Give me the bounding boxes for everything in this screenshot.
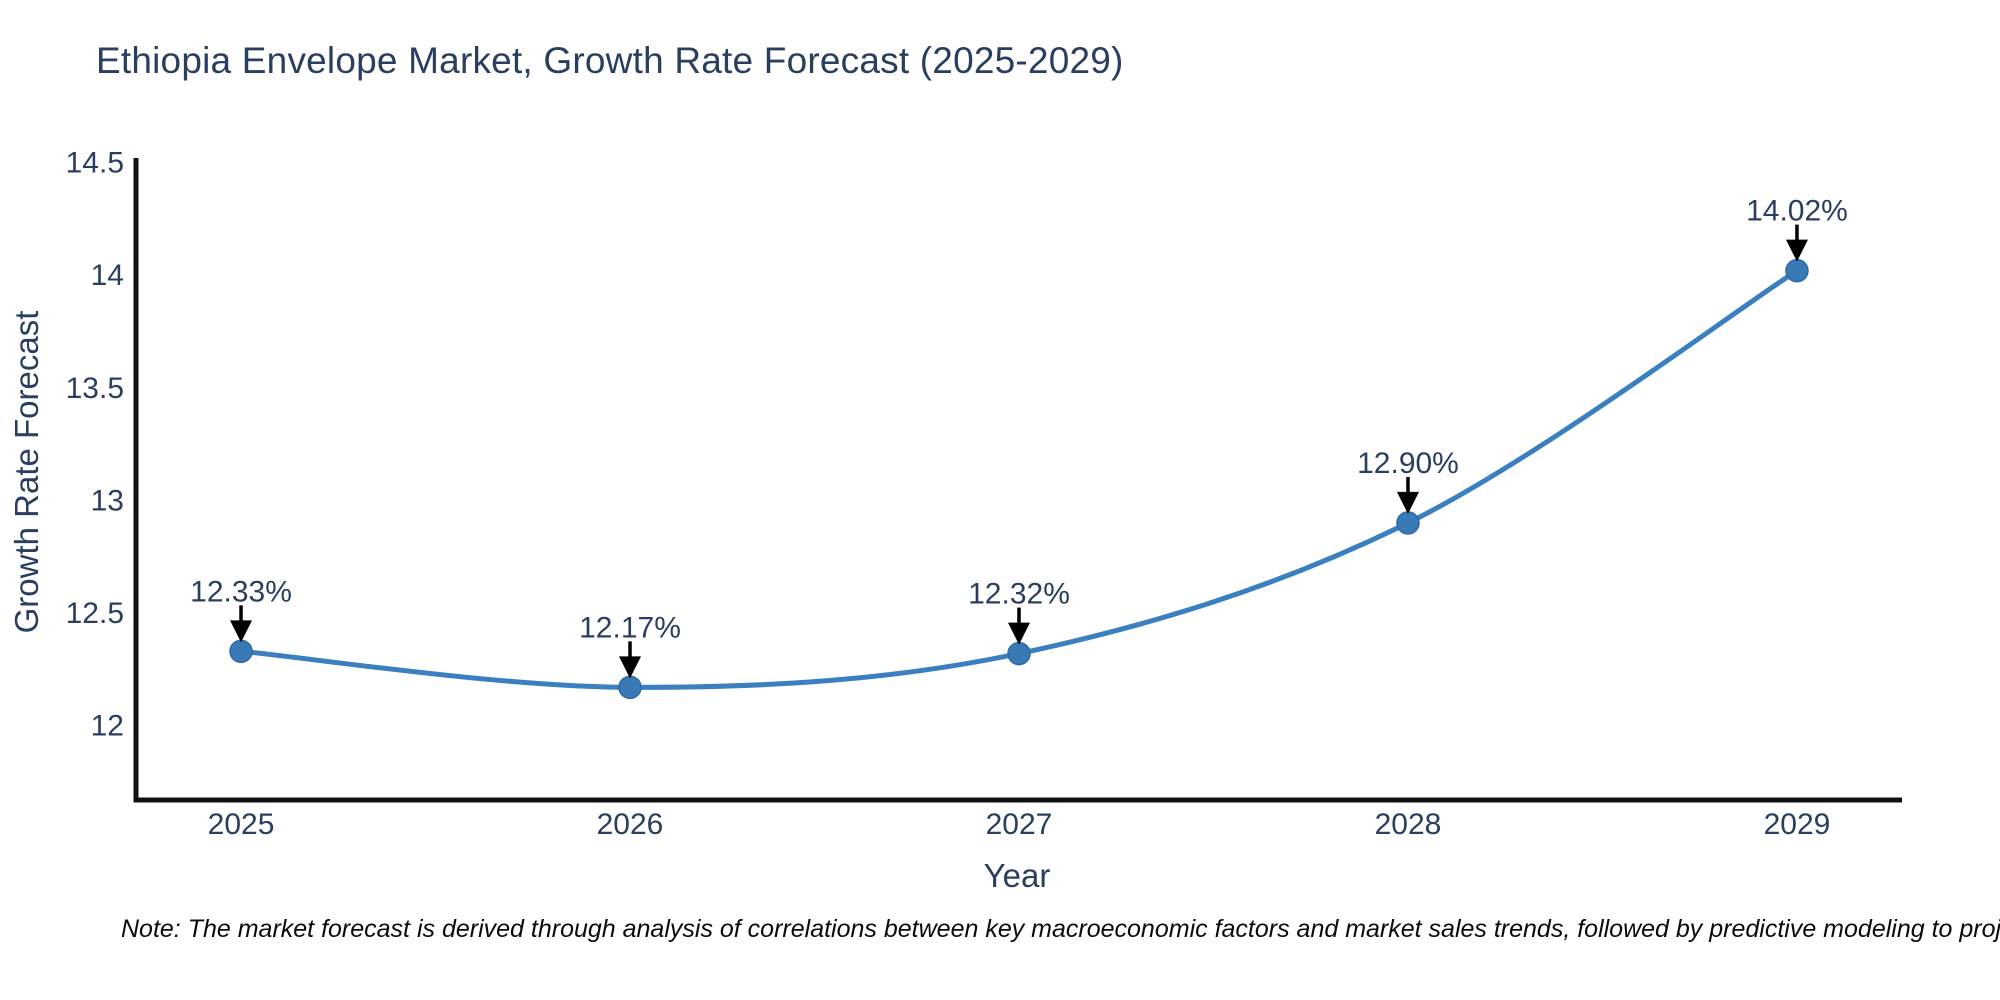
data-point-marker[interactable] [1785, 258, 1809, 283]
data-point-label: 14.02% [1746, 195, 1848, 228]
footnote: Note: The market forecast is derived thr… [121, 915, 2000, 943]
y-tick-label: 13.5 [66, 372, 124, 405]
data-point-label: 12.17% [579, 611, 681, 644]
x-tick-label: 2026 [597, 808, 664, 841]
x-tick-label: 2028 [1375, 808, 1442, 841]
arrow-down-icon [230, 620, 253, 643]
data-point-marker[interactable] [1396, 511, 1420, 535]
data-point-marker[interactable] [618, 675, 642, 700]
y-tick-label: 14 [91, 259, 124, 292]
data-point-label: 12.32% [968, 578, 1070, 611]
x-tick-label: 2027 [986, 808, 1053, 841]
data-point-marker[interactable] [1007, 641, 1031, 666]
y-tick-label: 12 [91, 710, 124, 743]
arrow-down-icon [1396, 491, 1419, 514]
data-point-label: 12.33% [190, 575, 292, 608]
arrow-down-icon [619, 656, 642, 679]
chart-title: Ethiopia Envelope Market, Growth Rate Fo… [96, 40, 1124, 81]
x-axis-title: Year [983, 857, 1051, 894]
data-point-marker[interactable] [229, 639, 253, 664]
y-tick-label: 12.5 [66, 597, 124, 630]
arrow-down-icon [1008, 622, 1030, 645]
data-point-label: 12.90% [1357, 447, 1459, 480]
x-tick-label: 2029 [1764, 808, 1831, 841]
y-tick-label: 14.5 [66, 147, 124, 180]
y-tick-label: 13 [91, 484, 124, 517]
x-tick-label: 2025 [208, 808, 275, 841]
arrow-down-icon [1785, 239, 1808, 262]
y-axis-title: Growth Rate Forecast [8, 310, 45, 634]
